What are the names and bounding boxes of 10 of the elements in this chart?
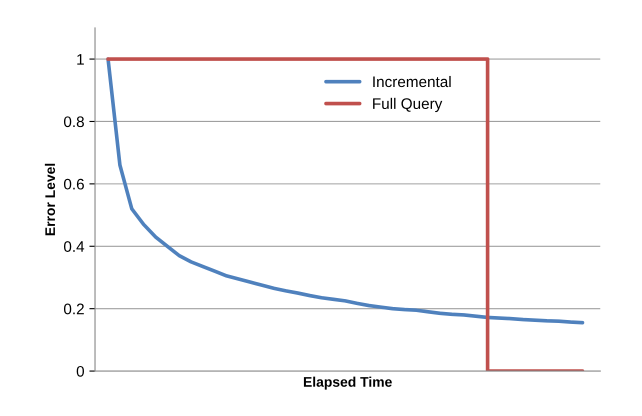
legend-label: Full Query <box>373 98 442 112</box>
y-tick-label: 0.4 <box>64 241 84 252</box>
y-tick-label: 0 <box>76 366 84 377</box>
y-axis-title: Error Level <box>44 164 56 236</box>
x-axis-title: Elapsed Time <box>304 376 392 390</box>
y-tick-label: 1 <box>77 54 84 65</box>
legend-label: Incremental <box>373 76 451 88</box>
y-tick-label: 0.2 <box>64 304 84 314</box>
y-tick-label: 0.8 <box>64 116 84 128</box>
y-tick-label: 0.6 <box>64 178 84 190</box>
